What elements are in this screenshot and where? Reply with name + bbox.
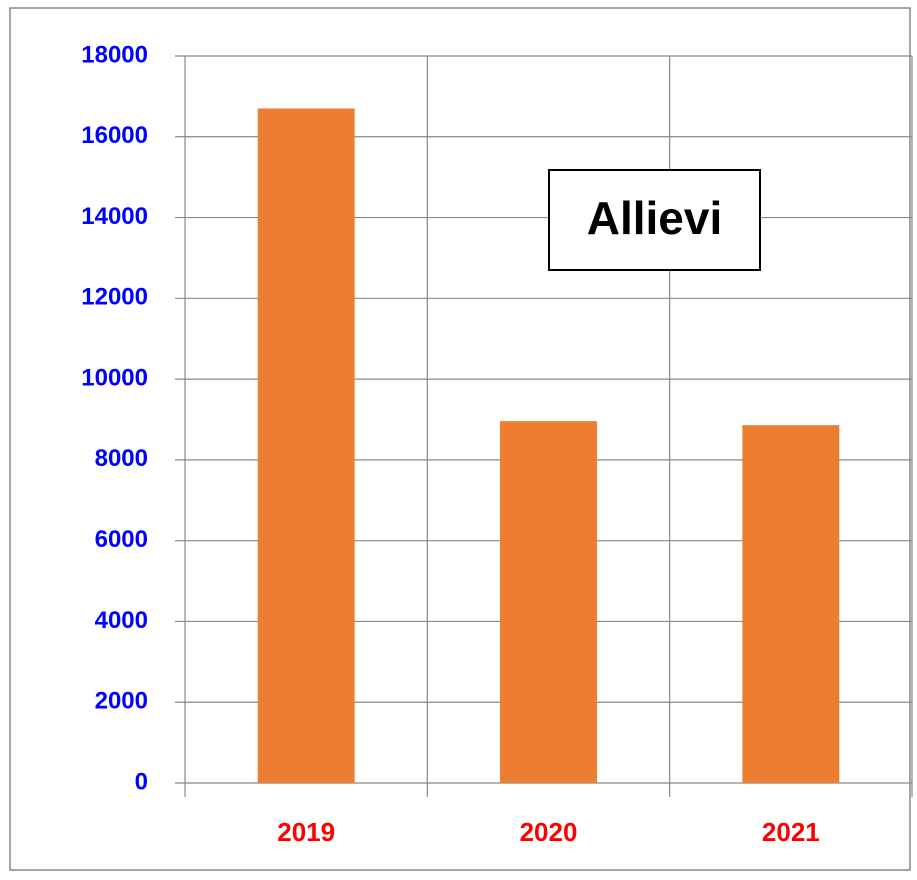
bar [500,421,597,783]
bar [742,425,840,783]
y-tick-label: 12000 [81,284,148,311]
y-tick-label: 0 [135,768,148,795]
bar [257,108,355,783]
x-tick-label: 2020 [520,817,578,847]
y-tick-label: 14000 [81,203,148,230]
y-tick-label: 6000 [95,526,148,553]
y-tick-label: 10000 [81,364,148,391]
y-tick-label: 18000 [81,41,148,68]
x-tick-label: 2019 [277,817,335,847]
y-tick-label: 2000 [95,688,148,715]
annotation: Allievi [587,192,723,244]
annotation-box [548,169,761,271]
y-tick-label: 16000 [81,122,148,149]
y-tick-label: 4000 [95,607,148,634]
x-tick-label: 2021 [762,817,820,847]
y-tick-label: 8000 [95,445,148,472]
